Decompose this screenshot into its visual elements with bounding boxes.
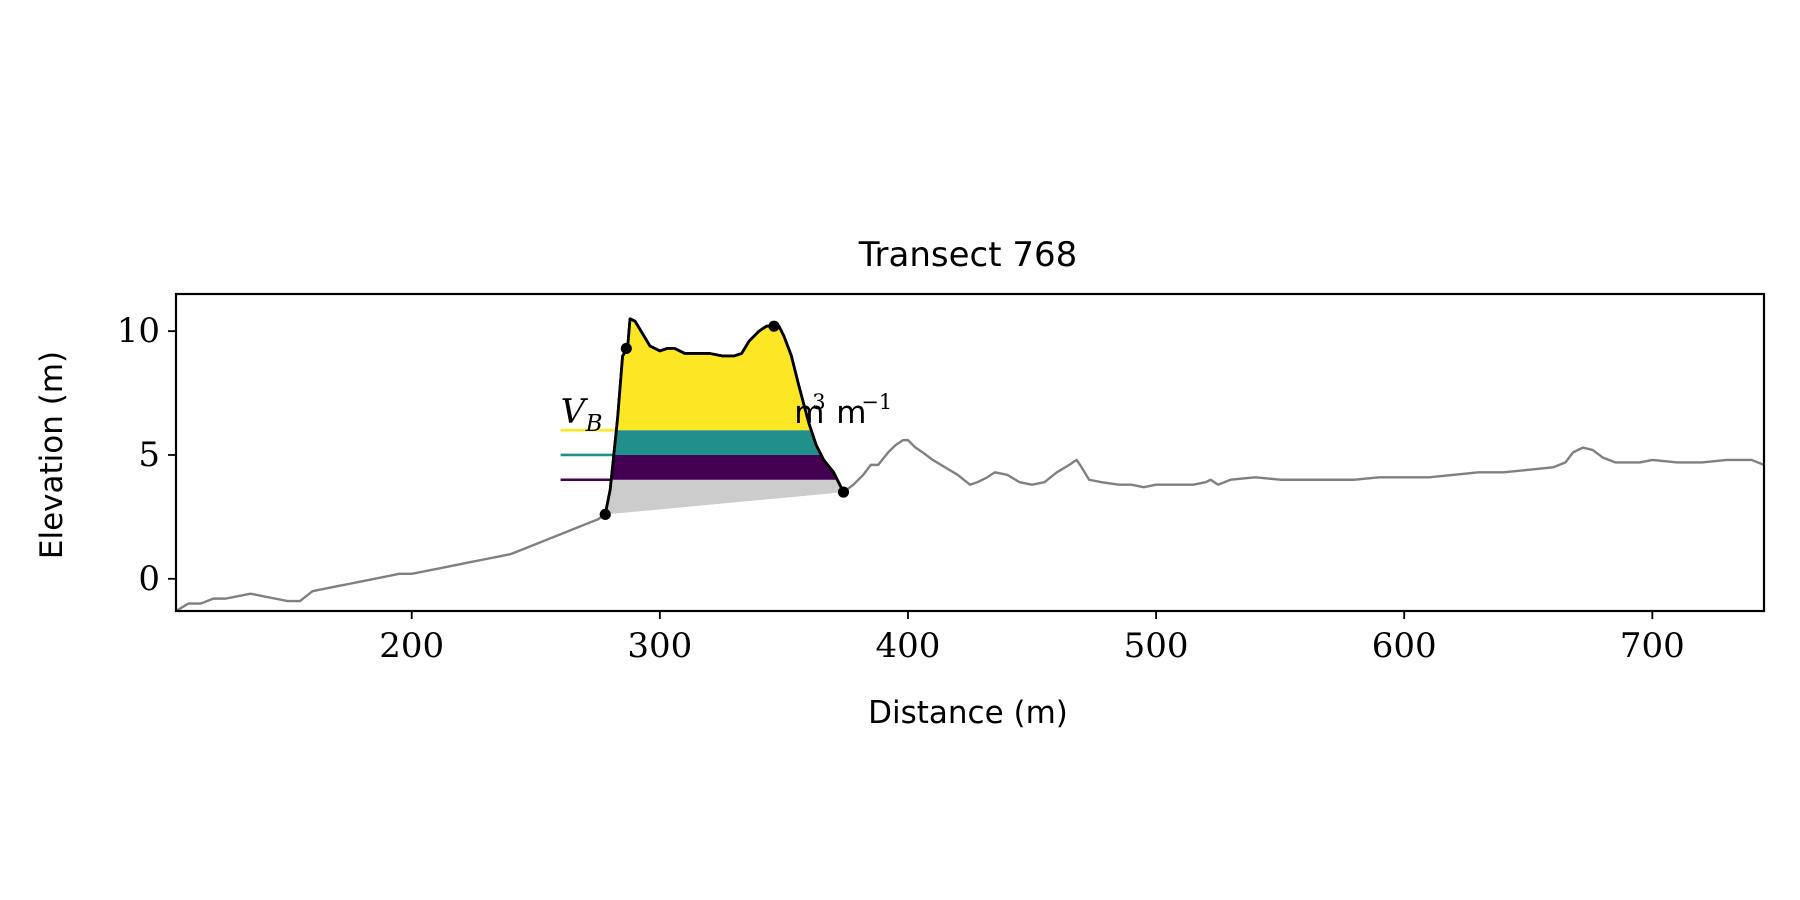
unit-superscript-minus-1: −1 bbox=[861, 390, 892, 414]
x-tick-label-400: 400 bbox=[876, 626, 941, 666]
x-tick-label-700: 700 bbox=[1620, 626, 1685, 666]
volume-subscript: B bbox=[585, 411, 603, 437]
dune-outline-top bbox=[603, 317, 845, 515]
chart-title: Transect 768 bbox=[858, 235, 1078, 275]
volume-band-3 bbox=[605, 318, 844, 431]
y-axis: 0 5 10 bbox=[117, 311, 176, 599]
y-axis-label: Elevation (m) bbox=[34, 351, 70, 559]
profile-line bbox=[176, 317, 1764, 611]
unit-m-per: m bbox=[836, 395, 866, 431]
x-axis: 200 300 400 500 600 700 bbox=[379, 611, 1685, 666]
x-tick-label-500: 500 bbox=[1124, 626, 1189, 666]
base-fill bbox=[605, 318, 844, 515]
volume-band-2 bbox=[605, 430, 844, 455]
key-point-top-3 bbox=[768, 320, 780, 332]
y-tick-label-0: 0 bbox=[138, 559, 160, 599]
x-tick-label-600: 600 bbox=[1372, 626, 1437, 666]
x-tick-label-300: 300 bbox=[627, 626, 692, 666]
base-fill bbox=[605, 318, 844, 515]
unit-superscript-3: 3 bbox=[812, 390, 825, 414]
y-tick-label-10: 10 bbox=[117, 311, 160, 351]
volume-symbol: V bbox=[561, 392, 589, 432]
volume-band-1 bbox=[605, 454, 844, 480]
key-point-top-4 bbox=[837, 486, 849, 498]
volume-band-2 bbox=[605, 430, 844, 455]
x-axis-label: Distance (m) bbox=[868, 695, 1068, 731]
key-point-top-1 bbox=[599, 508, 611, 520]
plot-area bbox=[176, 317, 1764, 611]
dune-fill-overlay bbox=[605, 318, 844, 515]
volume-band-3 bbox=[605, 318, 844, 431]
plot-frame bbox=[174, 292, 1766, 613]
volume-band-1 bbox=[605, 454, 844, 480]
y-tick-label-5: 5 bbox=[138, 435, 160, 475]
x-tick-label-200: 200 bbox=[379, 626, 444, 666]
key-point-top-2 bbox=[620, 342, 632, 354]
dune-volume-fill bbox=[605, 318, 844, 515]
dune-volume-fill bbox=[605, 318, 844, 515]
